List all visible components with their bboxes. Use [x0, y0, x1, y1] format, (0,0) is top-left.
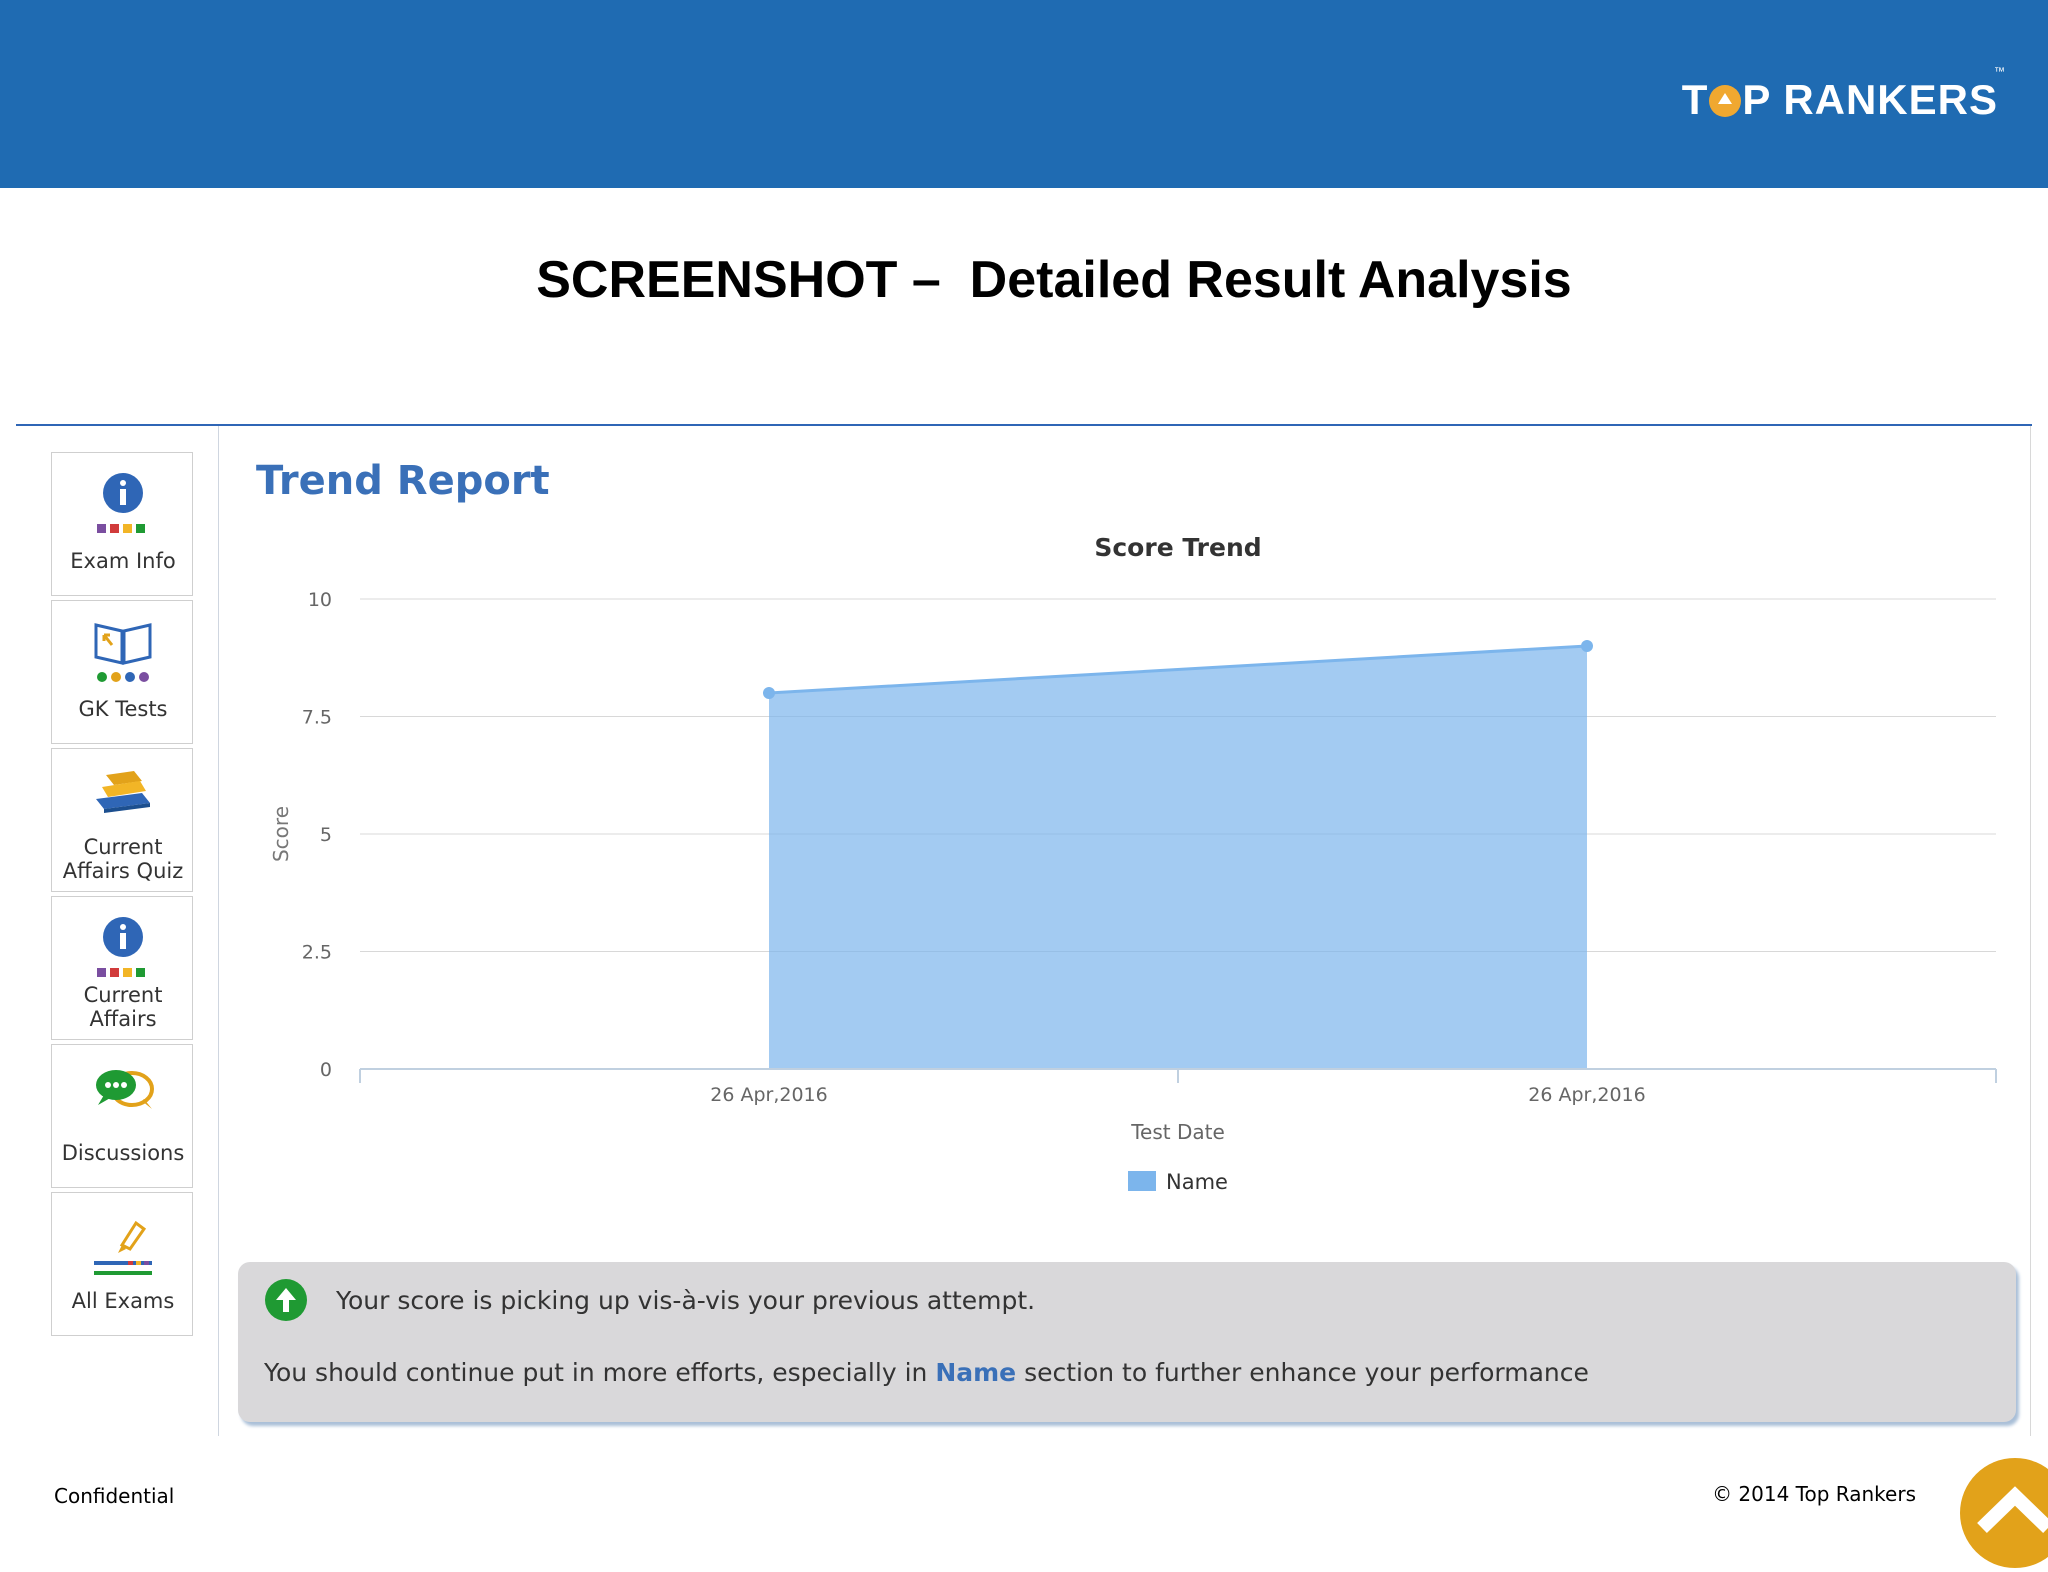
label-line: Affairs Quiz: [62, 859, 184, 883]
sidebar-item-gk-tests[interactable]: GK Tests: [51, 600, 193, 744]
area-series-fill: [769, 646, 1587, 1069]
note-line-1: Your score is picking up vis-à-vis your …: [336, 1286, 1036, 1315]
label-line: Affairs: [89, 1007, 157, 1031]
sidebar-item-label: Exam Info: [52, 549, 194, 573]
data-point: [763, 687, 775, 699]
info-icon: [97, 473, 145, 533]
logo-text-end: P RANKERS: [1742, 76, 1998, 123]
frame-right-border: [2030, 426, 2031, 1436]
scroll-to-top-button[interactable]: [1960, 1458, 2048, 1568]
info-icon: [97, 917, 145, 977]
performance-note: Your score is picking up vis-à-vis your …: [238, 1262, 2016, 1422]
sidebar-item-current-affairs[interactable]: Current Affairs: [51, 896, 193, 1040]
y-tick-label: 7.5: [302, 707, 332, 729]
note-highlight-section: Name: [935, 1358, 1017, 1387]
y-tick-label: 2.5: [302, 942, 332, 964]
score-trend-chart: Score Trend 0 2.5 5 7.5 10 26 Apr,2016 26 Apr,2…: [269, 533, 1997, 1194]
arrow-up-icon: [265, 1279, 307, 1321]
book-icon: [94, 623, 152, 682]
label-line: Current: [83, 835, 163, 859]
sidebar-item-all-exams[interactable]: All Exams: [51, 1192, 193, 1336]
sidebar-item-discussions[interactable]: Discussions: [51, 1044, 193, 1188]
y-tick-label: 5: [320, 824, 332, 846]
pen-icon: [94, 1220, 152, 1275]
logo-text-start: T: [1681, 76, 1709, 123]
legend-label: Name: [1166, 1170, 1228, 1194]
y-tick-label: 0: [320, 1059, 332, 1081]
logo-trademark: ™: [1994, 66, 2006, 78]
frame-top-border: [16, 424, 2032, 426]
label-line: GK Tests: [78, 697, 168, 721]
sidebar-item-label: Current Affairs: [52, 983, 194, 1031]
sidebar-item-current-affairs-quiz[interactable]: Current Affairs Quiz: [51, 748, 193, 892]
logo-arrow-icon: [1709, 85, 1742, 117]
y-tick-label: 10: [308, 589, 332, 611]
chat-bubbles-icon: [96, 1070, 154, 1109]
slide-title: SCREENSHOT – Detailed Result Analysis: [536, 251, 1572, 309]
footer-confidential: Confidential: [54, 1484, 175, 1508]
sidebar-item-label: All Exams: [52, 1289, 194, 1313]
footer-copyright: © 2014 Top Rankers: [1712, 1482, 1916, 1506]
label-line: Current: [83, 983, 163, 1007]
note-text: section to further enhance your performa…: [1016, 1358, 1589, 1387]
sidebar-item-exam-info[interactable]: Exam Info: [51, 452, 193, 596]
x-tick-label: 26 Apr,2016: [710, 1084, 827, 1106]
books-stack-icon: [96, 771, 150, 813]
x-tick-label: 26 Apr,2016: [1528, 1084, 1645, 1106]
sidebar-divider: [218, 426, 219, 1436]
sidebar-item-label: Current Affairs Quiz: [52, 835, 194, 883]
trend-report-title: Trend Report: [256, 458, 550, 504]
note-text: You should continue put in more efforts,…: [264, 1358, 936, 1387]
sidebar: Exam Info GK Tests Current Affairs Quiz: [51, 452, 195, 1340]
sidebar-item-label: GK Tests: [52, 697, 194, 721]
legend-swatch: [1128, 1171, 1156, 1191]
note-line-2: You should continue put in more efforts,…: [264, 1358, 1589, 1387]
data-point: [1581, 640, 1593, 652]
label-line: All Exams: [71, 1289, 175, 1313]
sidebar-item-label: Discussions: [52, 1141, 194, 1165]
area-series-line: [768, 644, 1588, 695]
chevron-up-icon: [1977, 1486, 2048, 1534]
top-rankers-logo[interactable]: T P RANKERS ™: [1681, 66, 2005, 124]
x-axis-title: Test Date: [1130, 1120, 1225, 1144]
chart-title: Score Trend: [1094, 533, 1261, 562]
label-line: Exam Info: [70, 549, 176, 573]
label-line: Discussions: [61, 1141, 185, 1165]
y-axis-title: Score: [269, 806, 293, 862]
top-banner: T P RANKERS ™: [0, 0, 2048, 188]
